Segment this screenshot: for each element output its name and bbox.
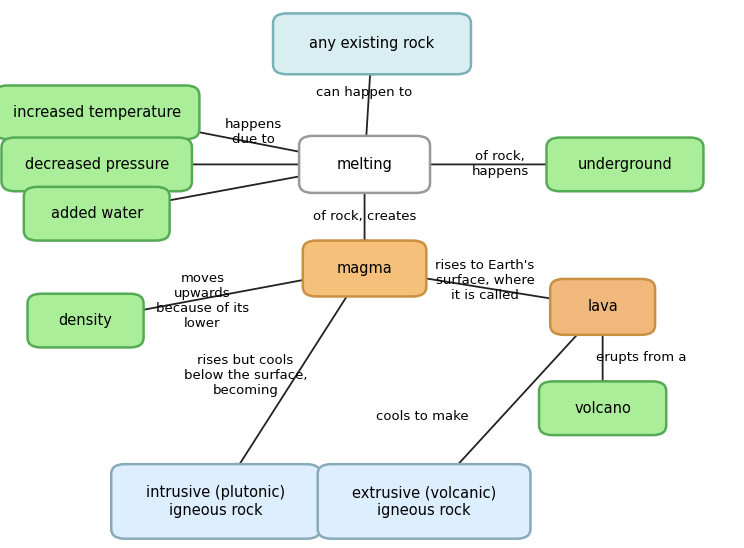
FancyBboxPatch shape bbox=[299, 136, 430, 193]
Text: intrusive (plutonic)
igneous rock: intrusive (plutonic) igneous rock bbox=[147, 485, 285, 518]
Text: density: density bbox=[59, 313, 112, 328]
Text: added water: added water bbox=[51, 206, 143, 221]
Text: can happen to: can happen to bbox=[316, 85, 413, 99]
FancyBboxPatch shape bbox=[551, 279, 655, 335]
FancyBboxPatch shape bbox=[1, 138, 192, 191]
Text: rises to Earth's
surface, where
it is called: rises to Earth's surface, where it is ca… bbox=[435, 259, 535, 302]
FancyBboxPatch shape bbox=[28, 294, 144, 347]
FancyBboxPatch shape bbox=[318, 464, 530, 539]
Text: lava: lava bbox=[587, 299, 618, 315]
Text: any existing rock: any existing rock bbox=[310, 36, 434, 52]
FancyBboxPatch shape bbox=[273, 13, 471, 74]
Text: erupts from a: erupts from a bbox=[596, 351, 687, 364]
Text: moves
upwards
because of its
lower: moves upwards because of its lower bbox=[155, 272, 249, 330]
FancyBboxPatch shape bbox=[112, 464, 320, 539]
FancyBboxPatch shape bbox=[0, 85, 199, 139]
Text: melting: melting bbox=[336, 157, 393, 172]
Text: increased temperature: increased temperature bbox=[13, 105, 181, 120]
Text: extrusive (volcanic)
igneous rock: extrusive (volcanic) igneous rock bbox=[352, 485, 496, 518]
Text: of rock, creates: of rock, creates bbox=[313, 210, 416, 223]
Text: cools to make: cools to make bbox=[376, 410, 469, 423]
Text: magma: magma bbox=[337, 261, 392, 276]
Text: happens
due to: happens due to bbox=[225, 117, 281, 146]
FancyBboxPatch shape bbox=[24, 187, 170, 241]
Text: decreased pressure: decreased pressure bbox=[25, 157, 169, 172]
FancyBboxPatch shape bbox=[303, 241, 426, 296]
FancyBboxPatch shape bbox=[546, 138, 703, 191]
Text: of rock,
happens: of rock, happens bbox=[472, 150, 528, 179]
Text: underground: underground bbox=[577, 157, 673, 172]
FancyBboxPatch shape bbox=[539, 381, 667, 435]
Text: rises but cools
below the surface,
becoming: rises but cools below the surface, becom… bbox=[184, 354, 307, 397]
Text: volcano: volcano bbox=[574, 401, 631, 416]
